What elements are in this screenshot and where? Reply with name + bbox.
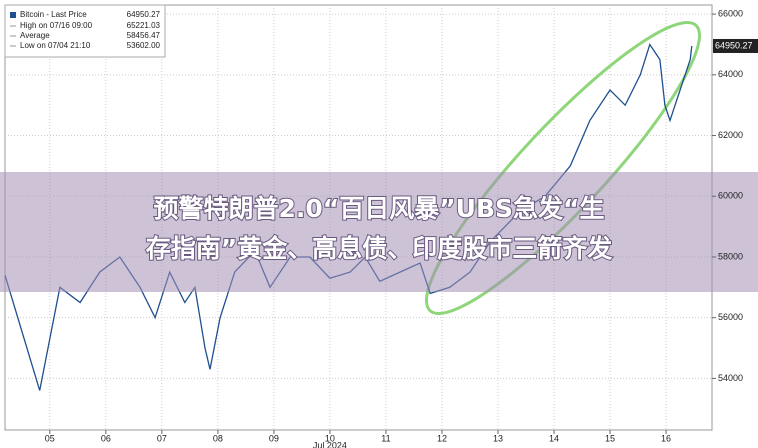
x-tick-label: 11	[381, 433, 390, 443]
banner-bg	[0, 172, 758, 292]
x-tick-label: 14	[549, 433, 559, 443]
y-tick-label: 58000	[718, 251, 743, 261]
legend-value: 53602.00	[127, 41, 161, 50]
banner-text: 存指南”黄金、高息债、印度股市三箭齐发	[146, 234, 612, 263]
y-tick-label: 60000	[718, 191, 743, 201]
x-tick-label: 05	[45, 433, 55, 443]
x-tick-label: 09	[269, 433, 279, 443]
y-tick-label: 66000	[718, 8, 743, 18]
banner-text: 预警特朗普2.0“百日风暴”UBS急发“生	[154, 194, 605, 223]
legend-value: 65221.03	[127, 21, 161, 30]
last-price-label: 64950.27	[715, 40, 753, 50]
legend-swatch	[10, 12, 16, 18]
y-tick-label: 56000	[718, 312, 743, 322]
legend-title: Bitcoin - Last Price	[20, 10, 87, 19]
legend-value: 64950.27	[127, 10, 161, 19]
x-tick-label: 16	[661, 433, 671, 443]
x-tick-label: 06	[101, 433, 111, 443]
x-tick-label: 12	[437, 433, 447, 443]
legend	[4, 4, 166, 58]
x-sublabel: Jul 2024	[313, 440, 347, 448]
y-tick-label: 54000	[718, 373, 743, 383]
x-tick-label: 07	[157, 433, 167, 443]
last-price-box	[713, 38, 758, 53]
legend-value: 58456.47	[127, 31, 161, 40]
x-tick-label: 08	[213, 433, 223, 443]
legend-label: High on 07/16 09:00	[20, 21, 93, 30]
x-tick-label: 15	[605, 433, 615, 443]
legend-label: Average	[20, 31, 50, 40]
y-tick-label: 62000	[718, 130, 743, 140]
y-tick-label: 64000	[718, 69, 743, 79]
legend-label: Low on 07/04 21:10	[20, 41, 91, 50]
x-tick-label: 10	[325, 433, 335, 443]
x-tick-label: 13	[493, 433, 503, 443]
